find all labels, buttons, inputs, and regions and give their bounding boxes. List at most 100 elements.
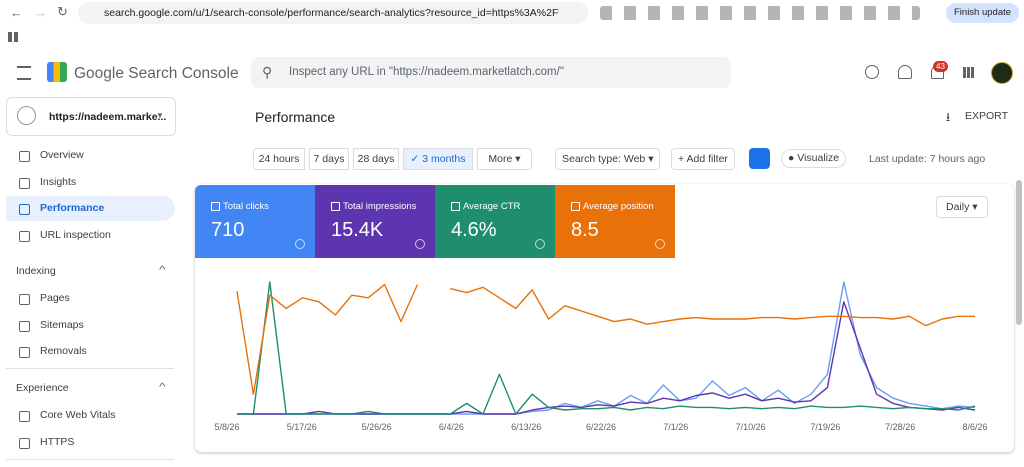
metric-label: Average CTR bbox=[463, 201, 521, 212]
nav-icon bbox=[19, 177, 30, 189]
x-tick-label: 6/4/26 bbox=[439, 422, 464, 432]
add-filter-text: Add filter bbox=[686, 153, 728, 165]
add-filter[interactable]: + Add filter bbox=[671, 148, 735, 170]
date-range-text: 7 days bbox=[313, 153, 345, 165]
help-icon bbox=[415, 239, 425, 249]
nav-item[interactable]: URL inspection bbox=[40, 229, 111, 242]
avatar[interactable] bbox=[991, 62, 1013, 84]
x-tick-label: 7/19/26 bbox=[810, 422, 840, 432]
x-tick-label: 7/28/26 bbox=[885, 422, 915, 432]
menu[interactable] bbox=[17, 66, 31, 80]
apps[interactable] bbox=[963, 67, 974, 78]
help-icon bbox=[655, 239, 665, 249]
x-tick-label: 8/6/26 bbox=[962, 422, 987, 432]
nav-item[interactable]: HTTPS bbox=[40, 435, 75, 448]
nav-item[interactable]: Insights bbox=[40, 175, 77, 188]
metric-card[interactable]: Average CTR 4.6% bbox=[435, 185, 555, 258]
x-tick-label: 7/10/26 bbox=[736, 422, 766, 432]
metric-card[interactable]: Total clicks 710 bbox=[195, 185, 315, 258]
app-title: Google Search Console bbox=[74, 65, 239, 82]
section-title: Indexing bbox=[16, 265, 56, 277]
nav-icon bbox=[19, 151, 30, 162]
date-range[interactable]: 24 hours bbox=[253, 148, 305, 170]
x-tick-label: 5/17/26 bbox=[287, 422, 317, 432]
search-type[interactable]: Search type: Web ▾ bbox=[555, 148, 661, 170]
x-tick-label: 6/22/26 bbox=[586, 422, 616, 432]
nav-icon bbox=[19, 204, 30, 216]
export-icon: ⭳ bbox=[946, 110, 951, 124]
search-icon: ⚲ bbox=[262, 64, 273, 80]
last-update: Last update: 7 hours ago bbox=[869, 153, 986, 165]
nav-item[interactable]: Overview bbox=[40, 149, 84, 161]
metric-label: Total clicks bbox=[223, 201, 269, 212]
nav-icon bbox=[19, 437, 30, 449]
visualize-text: Visualize bbox=[797, 152, 840, 164]
nav-item[interactable]: Core Web Vitals bbox=[40, 409, 116, 422]
metric-label: Total impressions bbox=[343, 201, 417, 212]
date-range-text: 3 months bbox=[422, 153, 466, 165]
x-tick-label: 5/8/26 bbox=[214, 422, 239, 432]
nav-item[interactable]: Pages bbox=[40, 292, 70, 304]
extensions bbox=[600, 6, 920, 20]
series-line bbox=[237, 281, 976, 415]
date-range-text: 28 days bbox=[357, 153, 395, 165]
url: search.google.com/u/1/search-console/per… bbox=[104, 7, 559, 19]
granularity-text: Daily bbox=[946, 201, 970, 213]
users[interactable] bbox=[898, 65, 912, 79]
section-title: Experience bbox=[16, 382, 69, 395]
metric-value: 8.5 bbox=[571, 219, 599, 241]
filter-icon[interactable] bbox=[749, 148, 770, 169]
granularity[interactable]: Daily ▾ bbox=[936, 196, 988, 218]
checkbox bbox=[211, 202, 220, 211]
active-highlight bbox=[6, 196, 175, 221]
metric-value: 15.4K bbox=[331, 219, 384, 241]
address-bar[interactable] bbox=[78, 2, 588, 24]
search-box[interactable] bbox=[251, 57, 731, 88]
metric-value: 4.6% bbox=[451, 219, 497, 241]
collapse: ^ bbox=[159, 265, 166, 276]
property-selector[interactable] bbox=[6, 97, 176, 136]
page-title: Performance bbox=[255, 109, 336, 125]
metric-value: 710 bbox=[211, 219, 245, 241]
apps-icon[interactable] bbox=[8, 32, 18, 42]
back[interactable]: ← bbox=[10, 5, 23, 20]
nav-icon bbox=[19, 320, 30, 332]
divider bbox=[6, 368, 174, 370]
nav-icon bbox=[19, 411, 30, 423]
nav-icon bbox=[19, 231, 30, 243]
reload[interactable]: ↻ bbox=[57, 4, 68, 19]
collapse: ^ bbox=[159, 382, 166, 394]
dropdown-arrow: ▼ bbox=[156, 111, 164, 120]
x-tick-label: 6/13/26 bbox=[511, 422, 541, 432]
date-range[interactable]: 28 days bbox=[353, 148, 399, 170]
nav-icon bbox=[19, 347, 30, 359]
forward[interactable]: → bbox=[34, 5, 47, 20]
help[interactable] bbox=[865, 65, 879, 79]
date-range-text: 24 hours bbox=[258, 153, 300, 165]
help-icon bbox=[295, 239, 305, 249]
metric-card[interactable]: Average position 8.5 bbox=[555, 185, 675, 258]
help-icon bbox=[535, 239, 545, 249]
series-line bbox=[237, 281, 976, 415]
metric-card[interactable]: Total impressions 15.4K bbox=[315, 185, 435, 258]
nav-item[interactable]: Removals bbox=[40, 345, 87, 358]
visualize[interactable]: ● Visualize bbox=[781, 149, 847, 168]
divider bbox=[6, 458, 174, 460]
update-button[interactable]: Finish update bbox=[946, 3, 1020, 23]
nav-item[interactable]: Sitemaps bbox=[40, 318, 84, 331]
date-range-text: More bbox=[488, 153, 513, 165]
date-range[interactable]: 7 days bbox=[309, 148, 349, 170]
date-range[interactable]: More ▾ bbox=[477, 148, 532, 170]
search-placeholder: Inspect any URL in "https://nadeem.marke… bbox=[289, 66, 564, 78]
series-line bbox=[236, 283, 975, 395]
property-url: https://nadeem.marke... bbox=[49, 111, 167, 123]
date-range[interactable]: ✓ 3 months bbox=[403, 148, 473, 170]
nav-item[interactable]: Performance bbox=[40, 202, 105, 215]
export-button[interactable]: EXPORT bbox=[965, 110, 1008, 122]
notification-badge: 43 bbox=[933, 61, 948, 72]
checkbox bbox=[451, 202, 460, 211]
chart: 5/8/26 5/17/26 5/26/26 6/4/26 6/13/26 6/22/26… bbox=[214, 281, 988, 432]
x-tick-label: 5/26/26 bbox=[362, 422, 392, 432]
logo bbox=[47, 62, 67, 82]
